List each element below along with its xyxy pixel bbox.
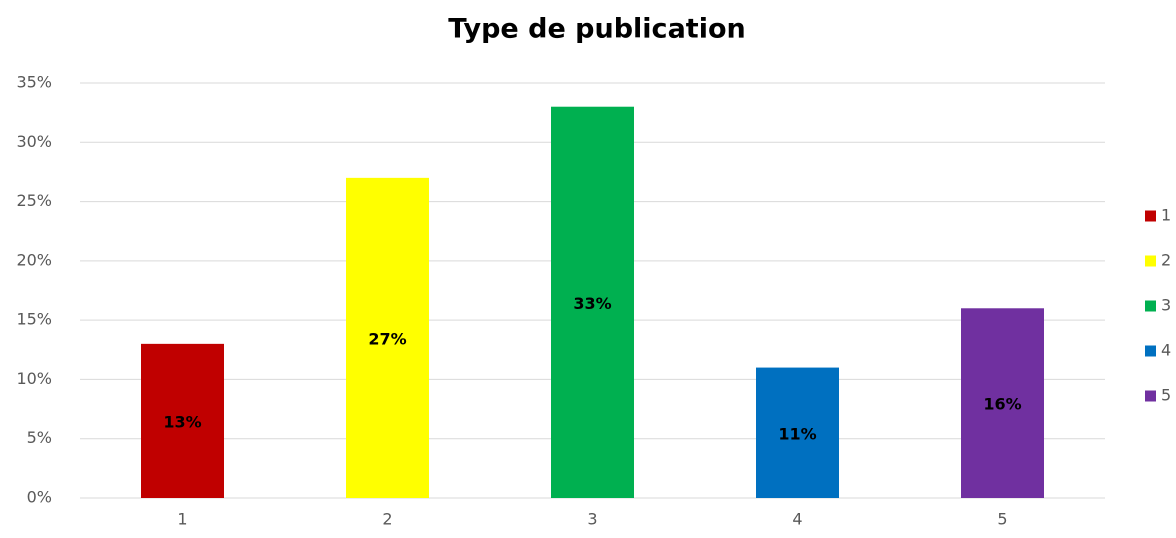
bar xyxy=(141,343,224,498)
y-tick-label: 20% xyxy=(16,250,52,269)
legend-swatch xyxy=(1145,345,1156,357)
data-label: 13% xyxy=(163,412,201,431)
data-label: 16% xyxy=(983,395,1021,414)
bar xyxy=(346,177,429,498)
y-tick-label: 0% xyxy=(27,488,52,507)
x-tick-label: 5 xyxy=(997,510,1007,529)
data-label: 27% xyxy=(368,329,406,348)
legend-label: 5 xyxy=(1161,386,1171,405)
legend-label: 1 xyxy=(1161,206,1171,225)
chart-title: Type de publication xyxy=(448,14,745,45)
x-tick-label: 3 xyxy=(587,510,597,529)
legend-label: 2 xyxy=(1161,251,1171,270)
y-tick-label: 15% xyxy=(16,310,52,329)
data-label: 33% xyxy=(573,294,611,313)
legend-swatch xyxy=(1145,210,1156,222)
x-tick-label: 2 xyxy=(382,510,392,529)
legend-swatch xyxy=(1145,300,1156,312)
y-tick-label: 5% xyxy=(27,428,52,447)
data-label: 11% xyxy=(778,424,816,443)
y-tick-label: 30% xyxy=(16,132,52,151)
legend-label: 3 xyxy=(1161,296,1171,315)
y-tick-label: 35% xyxy=(16,73,52,92)
y-tick-label: 10% xyxy=(16,369,52,388)
x-tick-label: 4 xyxy=(792,510,802,529)
legend-swatch xyxy=(1145,255,1156,267)
y-tick-label: 25% xyxy=(16,191,52,210)
bar xyxy=(551,106,634,498)
x-tick-label: 1 xyxy=(177,510,187,529)
bar xyxy=(756,367,839,498)
legend-swatch xyxy=(1145,390,1156,402)
legend-label: 4 xyxy=(1161,341,1171,360)
bar xyxy=(961,308,1044,498)
